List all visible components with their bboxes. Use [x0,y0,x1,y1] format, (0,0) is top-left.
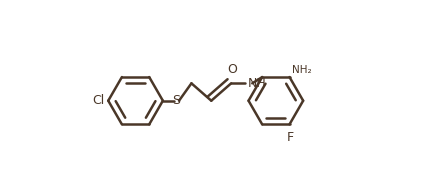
Text: S: S [172,94,180,107]
Text: NH₂: NH₂ [291,65,311,75]
Text: F: F [286,131,294,144]
Text: Cl: Cl [92,94,104,107]
Text: NH: NH [247,77,266,90]
Text: O: O [227,63,237,76]
